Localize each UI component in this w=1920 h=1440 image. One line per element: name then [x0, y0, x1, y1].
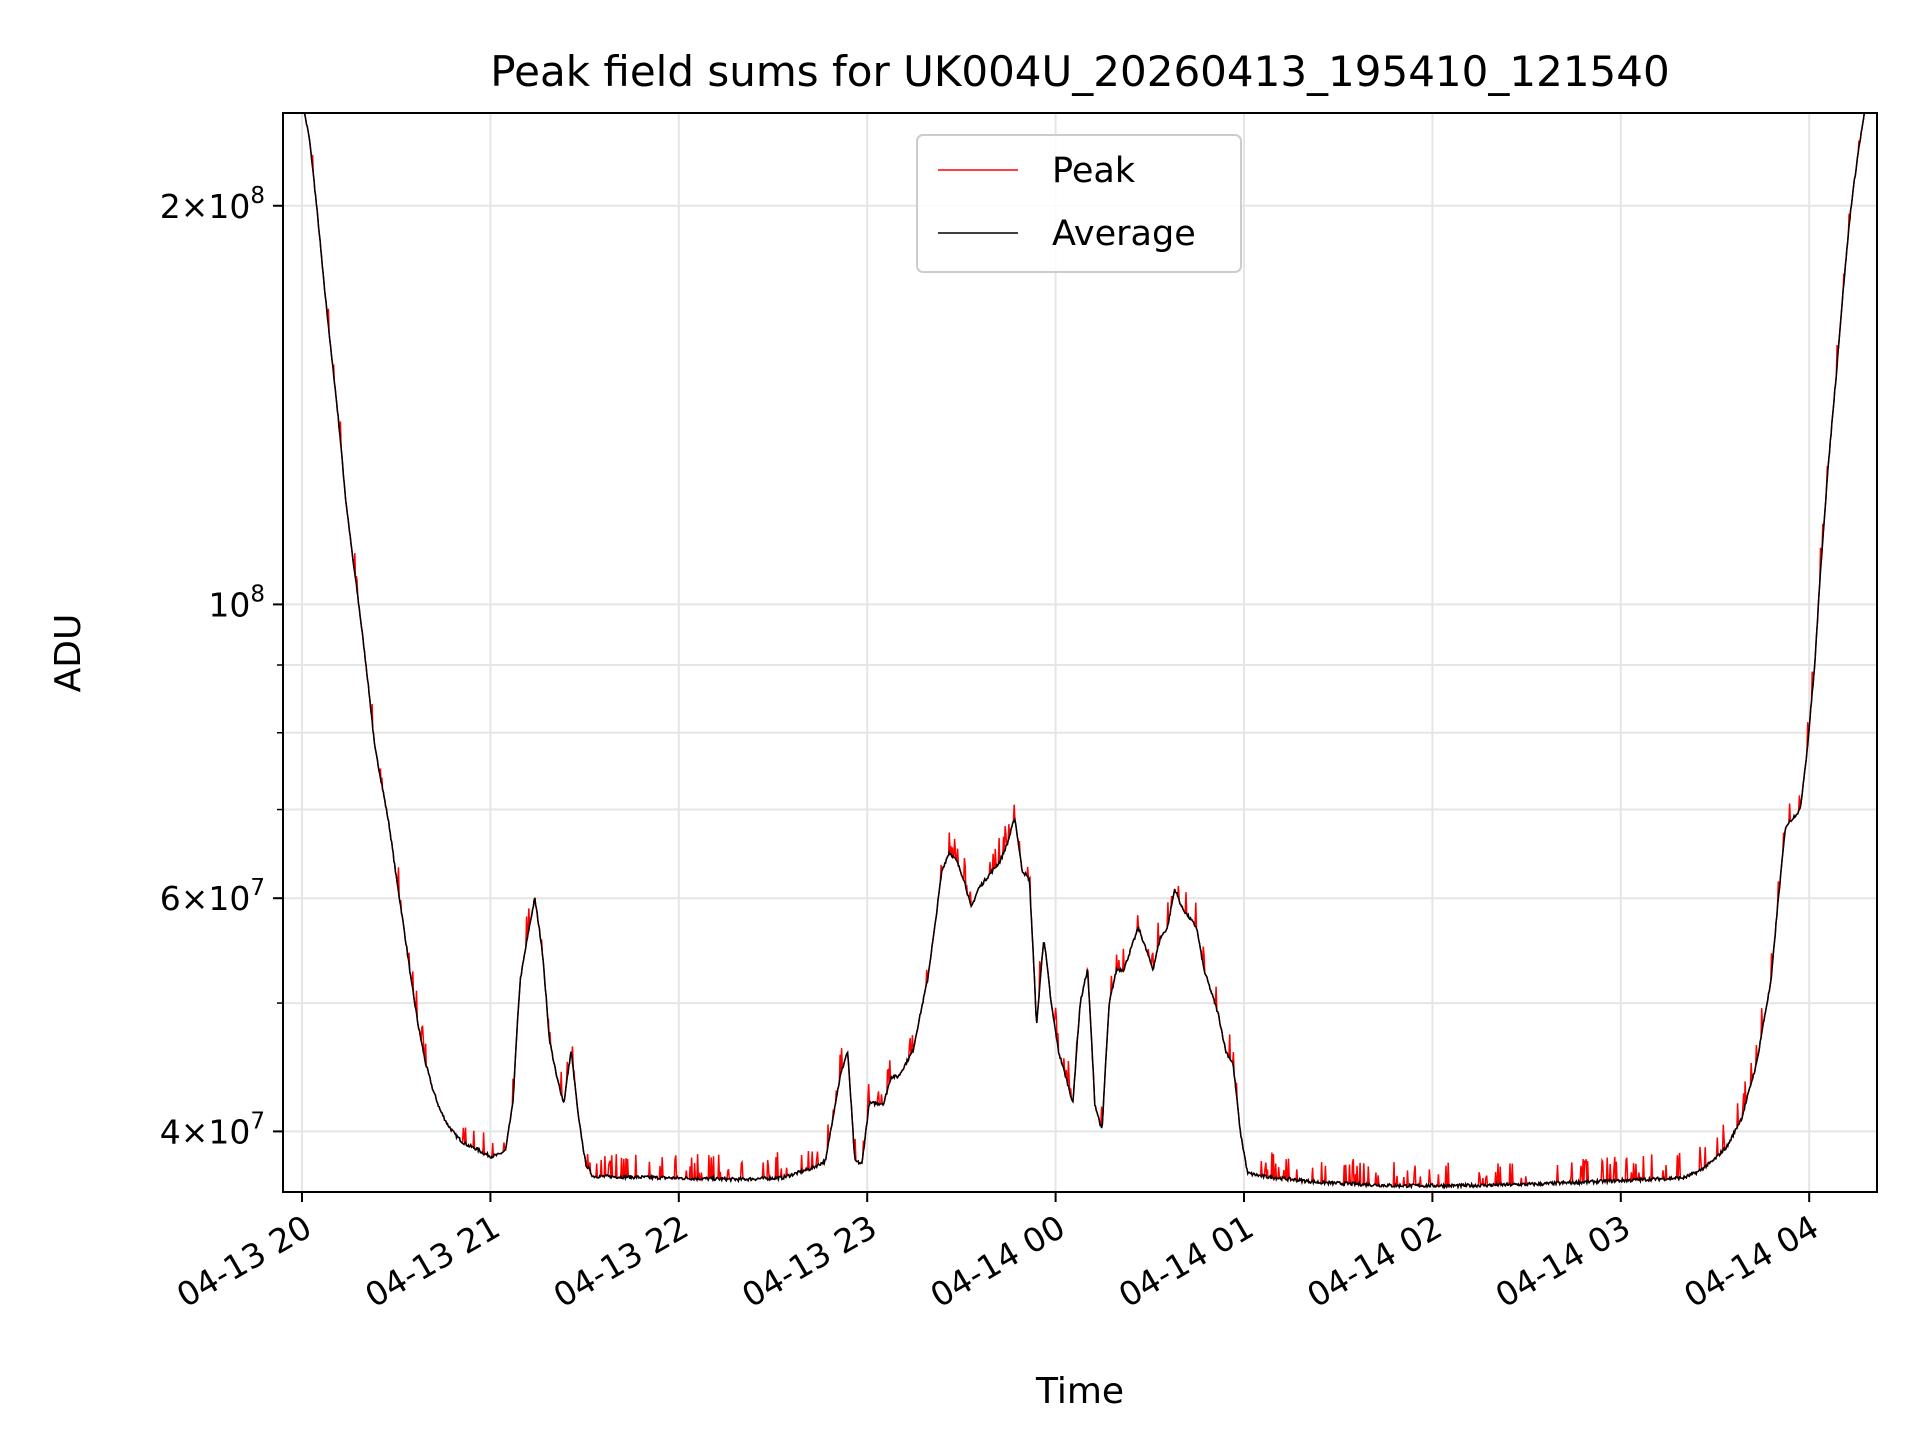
y-tick-label: 108: [208, 581, 265, 624]
y-tick-label: 6×107: [160, 875, 265, 918]
legend-peak-label: Peak: [1052, 151, 1136, 191]
chart-title: Peak field sums for UK004U_20260413_1954…: [490, 47, 1669, 96]
y-axis-label: ADU: [48, 614, 89, 693]
series-layer: [303, 113, 1866, 1190]
plot-frame: [282, 112, 1878, 1193]
legend: Peak Average: [916, 134, 1242, 273]
legend-average-label: Average: [1052, 214, 1196, 254]
x-axis-label: Time: [1035, 1371, 1124, 1412]
y-tick-label: 4×107: [160, 1108, 265, 1151]
y-tick-label: 2×108: [160, 183, 265, 226]
y-axis: 4×107 6×107 108 2×108: [160, 183, 283, 1151]
average-series-line: [303, 113, 1866, 1190]
